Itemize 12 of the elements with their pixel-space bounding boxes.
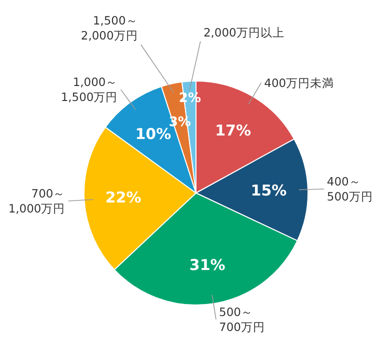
slice-label: 400万円未満 — [264, 76, 334, 90]
data-label: 10% — [135, 125, 172, 144]
slice-label: 500～ 700万円 — [219, 304, 265, 334]
slice-label: 700～ 1,000万円 — [8, 186, 66, 216]
slice-label: 400～ 500万円 — [326, 174, 373, 204]
slice-label: 2,000万円以上 — [203, 25, 284, 40]
data-label: 15% — [250, 182, 287, 200]
slice-label: 1,000～ 1,500万円 — [60, 74, 118, 104]
data-label: 22% — [105, 188, 142, 207]
slice-label: 1,500～ 2,000万円 — [80, 14, 138, 43]
data-label: 17% — [215, 121, 251, 140]
data-label: 31% — [189, 256, 226, 274]
